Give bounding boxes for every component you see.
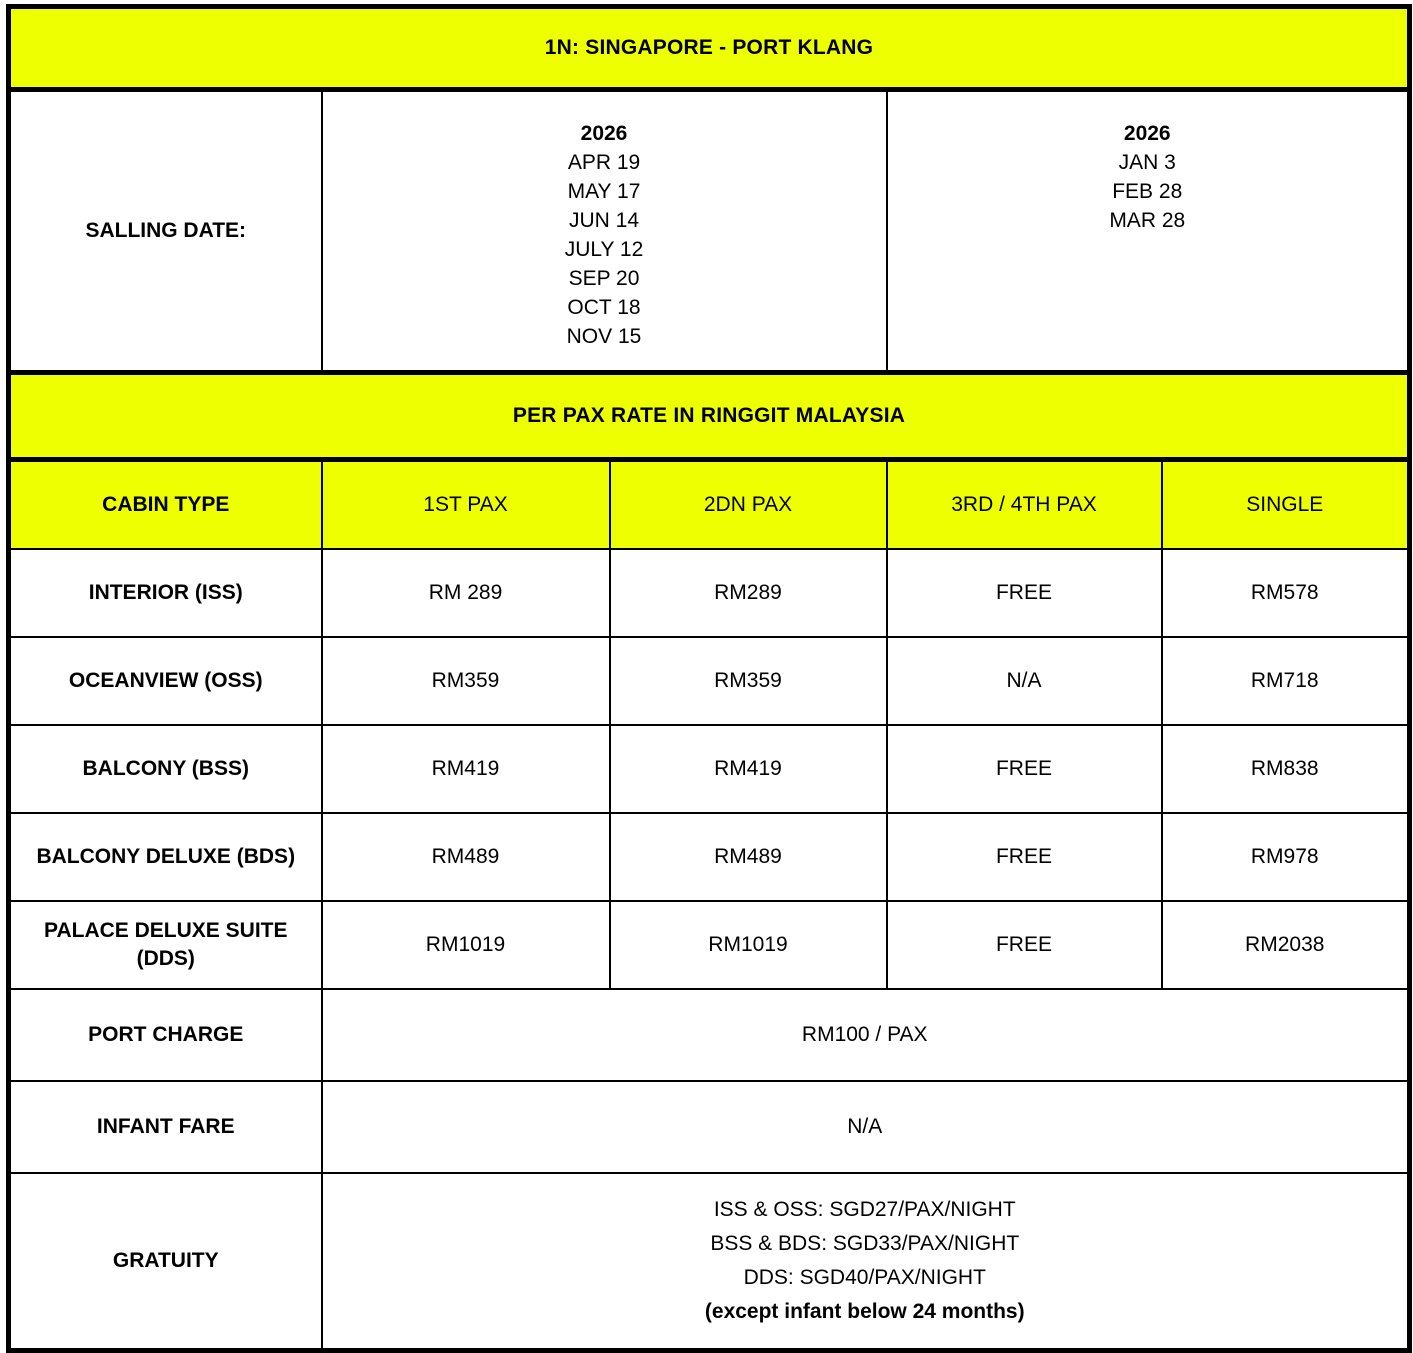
infant-fare-label: INFANT FARE (7, 1080, 323, 1174)
gratuity-value: ISS & OSS: SGD27/PAX/NIGHT BSS & BDS: SG… (320, 1172, 1411, 1352)
cabin-type-oceanview: OCEANVIEW (OSS) (7, 636, 323, 726)
infant-fare-value: N/A (320, 1080, 1411, 1174)
cell-balcony-deluxe-3rd-4th-pax: FREE (885, 812, 1163, 902)
port-charge-label: PORT CHARGE (7, 988, 323, 1082)
fare-sheet: 1N: SINGAPORE - PORT KLANG SALLING DATE:… (6, 4, 1412, 1353)
table-row: INTERIOR (ISS) RM 289 RM289 FREE RM578 (7, 548, 1411, 638)
cell-palace-deluxe-2nd-pax: RM1019 (608, 900, 888, 990)
sailing-date-item: NOV 15 (566, 325, 642, 348)
sailing-date-item: APR 19 (567, 151, 641, 174)
gratuity-note: (except infant below 24 months) (704, 1300, 1025, 1323)
cabin-type-balcony-deluxe: BALCONY DELUXE (BDS) (7, 812, 323, 902)
cell-interior-1st-pax: RM 289 (320, 548, 611, 638)
cell-balcony-1st-pax: RM419 (320, 724, 611, 814)
itinerary-title: 1N: SINGAPORE - PORT KLANG (6, 4, 1412, 92)
table-row: PALACE DELUXE SUITE (DDS) RM1019 RM1019 … (7, 900, 1411, 990)
cell-balcony-deluxe-2nd-pax: RM489 (608, 812, 888, 902)
sailing-year-1: 2026 (580, 122, 628, 145)
sailing-date-item: JAN 3 (1118, 151, 1176, 174)
title-band-row: 1N: SINGAPORE - PORT KLANG (6, 4, 1412, 92)
gratuity-line: BSS & BDS: SGD33/PAX/NIGHT (710, 1232, 1020, 1255)
table-row: OCEANVIEW (OSS) RM359 RM359 N/A RM718 (7, 636, 1411, 726)
sailing-date-item: FEB 28 (1112, 180, 1183, 203)
cell-balcony-single: RM838 (1160, 724, 1411, 814)
cell-oceanview-1st-pax: RM359 (320, 636, 611, 726)
column-header-1st-pax: 1ST PAX (320, 458, 611, 550)
column-header-3rd-4th-pax: 3RD / 4TH PAX (885, 458, 1163, 550)
cabin-type-interior: INTERIOR (ISS) (7, 548, 323, 638)
sailing-date-item: JULY 12 (564, 238, 644, 261)
cell-interior-3rd-4th-pax: FREE (885, 548, 1163, 638)
cabin-type-palace-deluxe-suite: PALACE DELUXE SUITE (DDS) (7, 900, 323, 990)
cell-palace-deluxe-3rd-4th-pax: FREE (885, 900, 1163, 990)
sailing-date-item: MAR 28 (1109, 209, 1186, 232)
column-header-2nd-pax: 2DN PAX (608, 458, 888, 550)
sailing-date-label: SALLING DATE: (7, 88, 323, 374)
sailing-date-item: JUN 14 (568, 209, 640, 232)
cell-balcony-deluxe-single: RM978 (1160, 812, 1411, 902)
table-row: BALCONY DELUXE (BDS) RM489 RM489 FREE RM… (7, 812, 1411, 902)
port-charge-value: RM100 / PAX (320, 988, 1411, 1082)
gratuity-row: GRATUITY ISS & OSS: SGD27/PAX/NIGHT BSS … (7, 1172, 1411, 1352)
cell-oceanview-single: RM718 (1160, 636, 1411, 726)
cruise-fare-table: 1N: SINGAPORE - PORT KLANG SALLING DATE:… (6, 4, 1412, 1353)
cell-oceanview-2nd-pax: RM359 (608, 636, 888, 726)
cell-balcony-deluxe-1st-pax: RM489 (320, 812, 611, 902)
sailing-year-2: 2026 (1123, 122, 1171, 145)
sailing-date-row: SALLING DATE: 2026 APR 19 MAY 17 JUN 14 … (7, 88, 1411, 374)
sailing-date-item: MAY 17 (567, 180, 641, 203)
gratuity-line: ISS & OSS: SGD27/PAX/NIGHT (713, 1198, 1016, 1221)
column-header-cabin-type: CABIN TYPE (7, 458, 323, 550)
cell-palace-deluxe-single: RM2038 (1160, 900, 1411, 990)
cell-balcony-3rd-4th-pax: FREE (885, 724, 1163, 814)
cabin-type-balcony: BALCONY (BSS) (7, 724, 323, 814)
per-pax-rate-title: PER PAX RATE IN RINGGIT MALAYSIA (6, 370, 1412, 462)
gratuity-line: DDS: SGD40/PAX/NIGHT (743, 1266, 986, 1289)
cell-interior-single: RM578 (1160, 548, 1411, 638)
table-header-row: CABIN TYPE 1ST PAX 2DN PAX 3RD / 4TH PAX… (7, 458, 1411, 550)
sailing-date-item: SEP 20 (568, 267, 640, 290)
cell-oceanview-3rd-4th-pax: N/A (885, 636, 1163, 726)
sailing-date-column-1: 2026 APR 19 MAY 17 JUN 14 JULY 12 SEP 20… (320, 88, 888, 374)
cell-palace-deluxe-1st-pax: RM1019 (320, 900, 611, 990)
sailing-date-column-2: 2026 JAN 3 FEB 28 MAR 28 (885, 88, 1411, 374)
sailing-date-item: OCT 18 (567, 296, 641, 319)
gratuity-label: GRATUITY (7, 1172, 323, 1352)
table-row: BALCONY (BSS) RM419 RM419 FREE RM838 (7, 724, 1411, 814)
cell-balcony-2nd-pax: RM419 (608, 724, 888, 814)
rate-band-row: PER PAX RATE IN RINGGIT MALAYSIA (6, 370, 1412, 462)
infant-fare-row: INFANT FARE N/A (7, 1080, 1411, 1174)
column-header-single: SINGLE (1160, 458, 1411, 550)
port-charge-row: PORT CHARGE RM100 / PAX (7, 988, 1411, 1082)
cell-interior-2nd-pax: RM289 (608, 548, 888, 638)
